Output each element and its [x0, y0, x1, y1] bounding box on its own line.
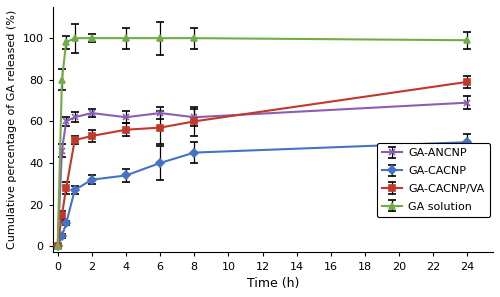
Legend: GA-ANCNP, GA-CACNP, GA-CACNP/VA, GA solution: GA-ANCNP, GA-CACNP, GA-CACNP/VA, GA solu…: [377, 143, 490, 217]
Y-axis label: Cumulative percentage of GA released (%): Cumulative percentage of GA released (%): [7, 10, 17, 249]
X-axis label: Time (h): Time (h): [246, 277, 299, 290]
